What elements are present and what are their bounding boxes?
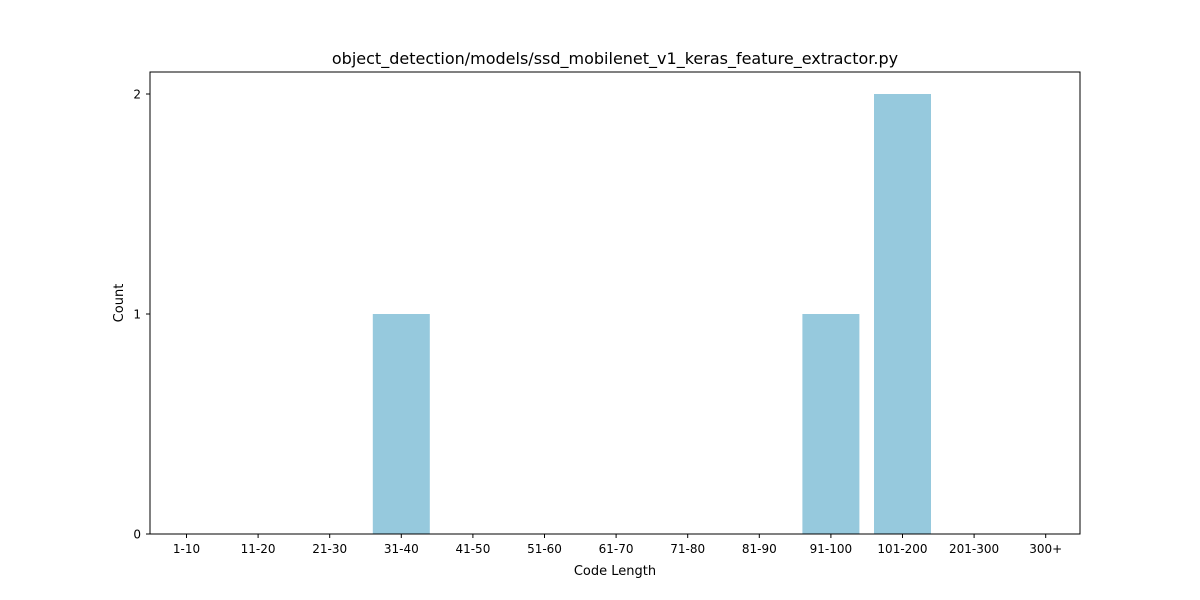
x-tick-label: 41-50 <box>455 542 490 556</box>
x-tick-label: 21-30 <box>312 542 347 556</box>
chart-title: object_detection/models/ssd_mobilenet_v1… <box>332 49 898 69</box>
x-tick-label: 61-70 <box>599 542 634 556</box>
x-axis-label: Code Length <box>574 564 656 579</box>
y-axis-ticks: 0 1 2 <box>133 88 150 542</box>
x-tick-label: 91-100 <box>810 542 853 556</box>
x-axis-ticks: 1-10 11-20 21-30 31-40 41-50 51-60 61-70 71-80 8… <box>173 534 1062 556</box>
x-tick-label: 300+ <box>1029 542 1062 556</box>
x-tick-label: 201-300 <box>949 542 999 556</box>
bar-101-200 <box>874 94 931 534</box>
x-tick-label: 81-90 <box>742 542 777 556</box>
y-tick-label: 2 <box>133 88 141 102</box>
x-tick-label: 11-20 <box>241 542 276 556</box>
y-axis-label: Count <box>112 284 127 323</box>
x-tick-label: 51-60 <box>527 542 562 556</box>
y-tick-label: 0 <box>133 528 141 542</box>
bars-group <box>372 94 931 534</box>
x-tick-label: 101-200 <box>877 542 927 556</box>
y-tick-label: 1 <box>133 308 141 322</box>
bar-91-100 <box>802 314 860 534</box>
x-tick-label: 71-80 <box>670 542 705 556</box>
x-tick-label: 1-10 <box>173 542 200 556</box>
plot-frame <box>149 71 1081 535</box>
bar-31-40 <box>372 314 430 534</box>
x-tick-label: 31-40 <box>384 542 419 556</box>
